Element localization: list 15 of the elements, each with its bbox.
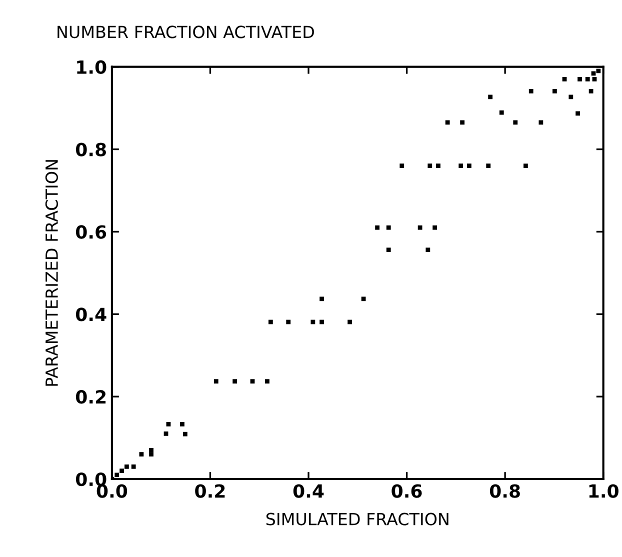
x-tick-label: 1.0	[589, 484, 618, 498]
chart-title: NUMBER FRACTION ACTIVATED	[58, 26, 314, 38]
y-tick-label: 1.0	[77, 60, 106, 74]
y-tick-label: 0.0	[76, 472, 106, 486]
x-tick-label: 0.0	[96, 484, 128, 498]
y-tick-label: 0.4	[76, 308, 106, 322]
y-tick-label: 0.6	[76, 225, 106, 239]
x-tick-label: 0.6	[392, 484, 422, 498]
x-tick-label: 0.8	[490, 484, 520, 498]
y-tick-label: 0.2	[76, 390, 106, 404]
x-tick-label: 0.4	[293, 484, 324, 498]
x-axis-title: SIMULATED FRACTION	[266, 512, 448, 526]
y-tick-label: 0.8	[76, 142, 106, 156]
y-axis-title: PARAMETERIZED FRACTION	[45, 160, 58, 386]
x-tick-label: 0.2	[195, 484, 225, 498]
